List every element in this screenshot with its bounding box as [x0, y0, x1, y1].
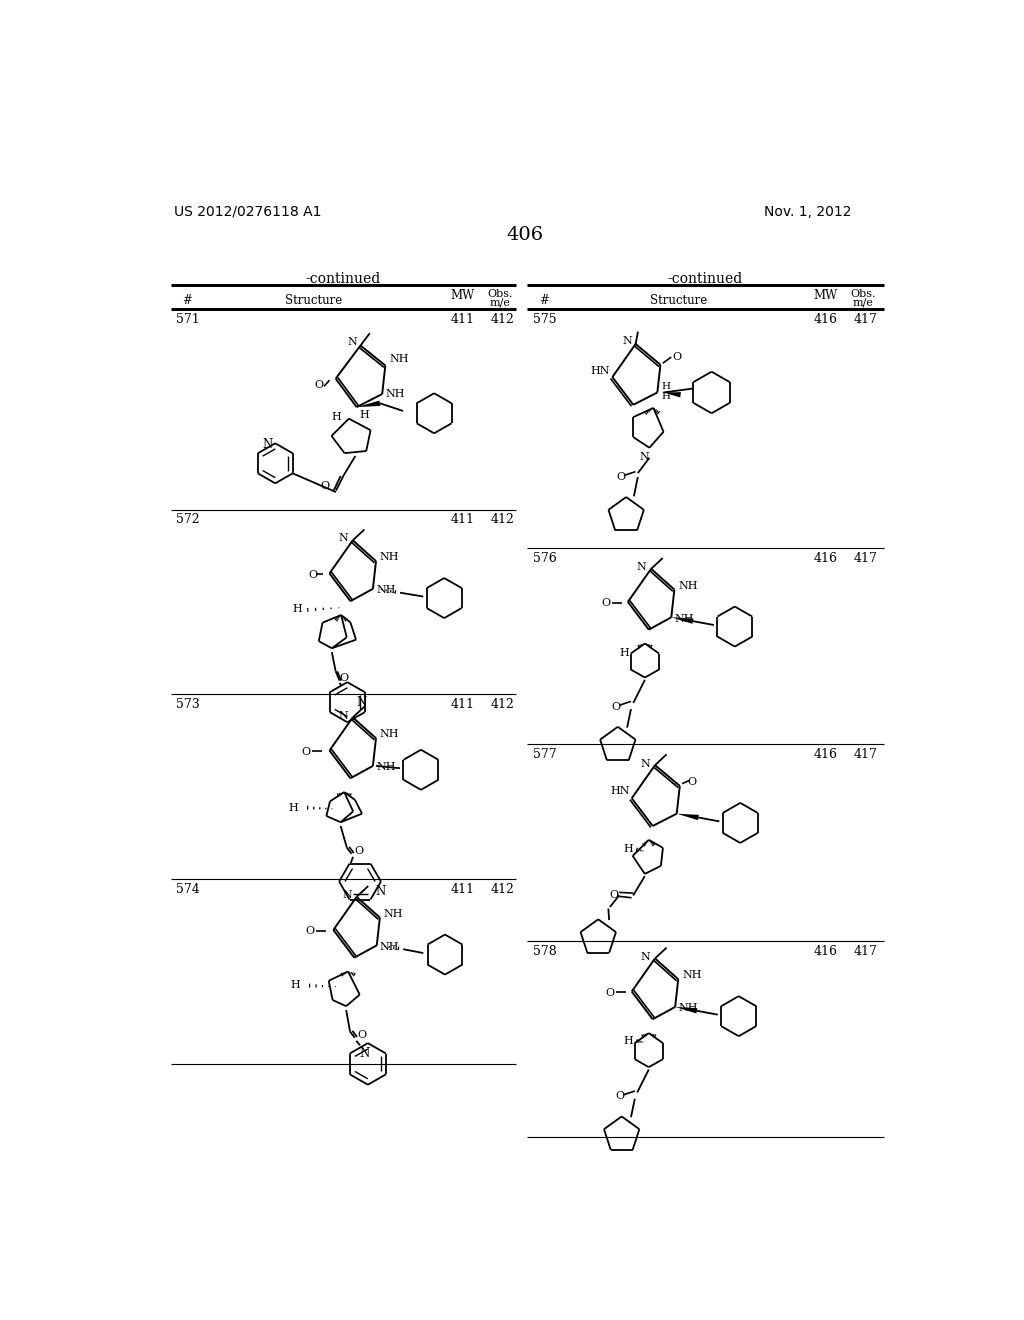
Text: #: #: [539, 294, 549, 308]
Text: H: H: [359, 409, 369, 420]
Text: 417: 417: [854, 748, 878, 762]
Text: 577: 577: [532, 748, 556, 762]
Text: O: O: [687, 777, 696, 787]
Text: O: O: [611, 702, 621, 711]
Text: 416: 416: [813, 748, 838, 762]
Text: Structure: Structure: [286, 294, 343, 308]
Text: MW: MW: [451, 289, 475, 302]
Text: H: H: [662, 392, 670, 401]
Text: 411: 411: [451, 883, 475, 896]
Text: US 2012/0276118 A1: US 2012/0276118 A1: [174, 205, 322, 219]
Text: -continued: -continued: [668, 272, 743, 286]
Text: #: #: [182, 294, 193, 308]
Text: N: N: [262, 438, 272, 451]
Text: 576: 576: [532, 552, 556, 565]
Text: 417: 417: [854, 313, 878, 326]
Text: 412: 412: [490, 883, 514, 896]
Text: N: N: [348, 338, 357, 347]
Text: 416: 416: [813, 552, 838, 565]
Text: 416: 416: [813, 313, 838, 326]
Text: N: N: [640, 453, 649, 462]
Polygon shape: [675, 1007, 697, 1014]
Text: 412: 412: [490, 313, 514, 326]
Text: N: N: [338, 533, 348, 543]
Text: N: N: [623, 335, 633, 346]
Text: H: H: [288, 803, 298, 813]
Text: O: O: [314, 380, 324, 389]
Text: Nov. 1, 2012: Nov. 1, 2012: [764, 205, 851, 219]
Text: H: H: [662, 381, 670, 391]
Text: NH: NH: [376, 763, 395, 772]
Text: H: H: [332, 412, 342, 422]
Polygon shape: [677, 813, 698, 820]
Polygon shape: [356, 400, 380, 407]
Text: NH: NH: [380, 730, 399, 739]
Text: O: O: [605, 989, 614, 998]
Text: 578: 578: [532, 945, 556, 957]
Text: O: O: [340, 672, 349, 682]
Text: 412: 412: [490, 513, 514, 527]
Text: O: O: [354, 846, 364, 857]
Text: O: O: [616, 473, 626, 482]
Text: NH: NH: [385, 389, 404, 399]
Text: 417: 417: [854, 945, 878, 957]
Text: N: N: [641, 759, 650, 768]
Text: O: O: [609, 891, 618, 900]
Text: H: H: [620, 648, 630, 657]
Text: NH: NH: [678, 1003, 697, 1014]
Polygon shape: [664, 392, 681, 397]
Text: NH: NH: [678, 581, 697, 591]
Text: Obs.: Obs.: [487, 289, 513, 300]
Text: N: N: [641, 952, 650, 962]
Text: 571: 571: [176, 313, 200, 326]
Text: 417: 417: [854, 552, 878, 565]
Text: O: O: [305, 927, 314, 936]
Text: HN: HN: [610, 785, 630, 796]
Text: N: N: [356, 696, 367, 709]
Text: m/e: m/e: [852, 297, 873, 308]
Text: 411: 411: [451, 698, 475, 711]
Text: O: O: [615, 1092, 625, 1101]
Text: O: O: [357, 1031, 367, 1040]
Text: H: H: [292, 603, 302, 614]
Text: -continued: -continued: [305, 272, 380, 286]
Text: 416: 416: [813, 945, 838, 957]
Text: 411: 411: [451, 513, 475, 527]
Text: 573: 573: [176, 698, 200, 711]
Text: NH: NH: [376, 585, 395, 595]
Text: N: N: [359, 1047, 370, 1060]
Polygon shape: [672, 618, 693, 624]
Text: Obs.: Obs.: [850, 289, 876, 300]
Text: H: H: [290, 981, 300, 990]
Text: MW: MW: [813, 289, 838, 302]
Text: NH: NH: [380, 552, 399, 562]
Text: 406: 406: [506, 226, 544, 244]
Text: NH: NH: [675, 614, 694, 624]
Text: O: O: [302, 747, 311, 758]
Text: 574: 574: [176, 883, 200, 896]
Text: Structure: Structure: [649, 294, 707, 308]
Text: N: N: [342, 890, 352, 900]
Text: NH: NH: [384, 908, 403, 919]
Text: O: O: [321, 480, 330, 491]
Text: 411: 411: [451, 313, 475, 326]
Text: O: O: [673, 352, 682, 362]
Text: NH: NH: [389, 354, 409, 364]
Text: N: N: [376, 886, 386, 899]
Text: O: O: [602, 598, 610, 609]
Text: 572: 572: [176, 513, 200, 527]
Text: N: N: [338, 711, 348, 721]
Text: N: N: [637, 562, 646, 573]
Text: HN: HN: [591, 366, 610, 376]
Text: NH: NH: [682, 970, 701, 981]
Text: m/e: m/e: [489, 297, 510, 308]
Text: H: H: [624, 1036, 633, 1045]
Text: NH: NH: [380, 942, 399, 952]
Text: 575: 575: [532, 313, 556, 326]
Text: O: O: [308, 570, 317, 579]
Text: 412: 412: [490, 698, 514, 711]
Text: H: H: [624, 843, 633, 854]
